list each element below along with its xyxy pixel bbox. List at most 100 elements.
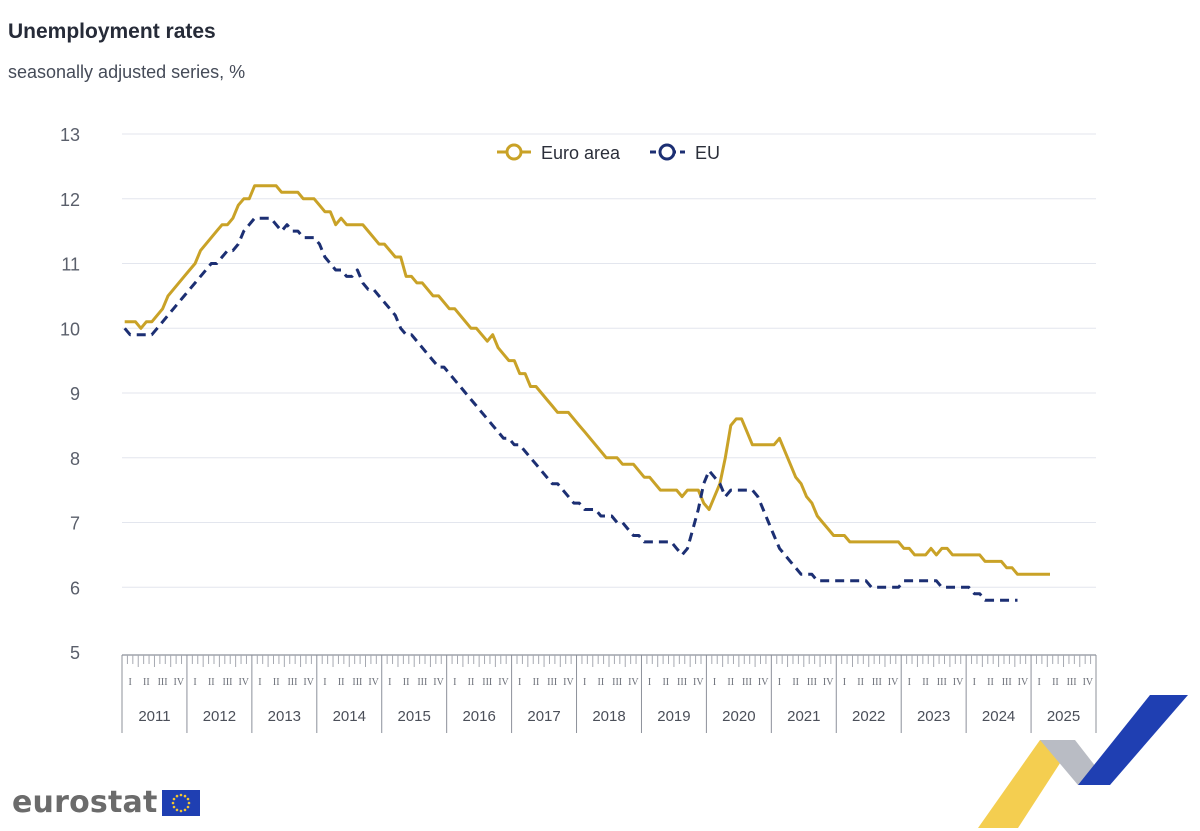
y-tick-label: 11: [61, 255, 80, 275]
x-year-label: 2019: [657, 708, 690, 725]
x-quarter-label: II: [987, 677, 994, 688]
x-quarter-label: IV: [498, 677, 509, 688]
x-quarter-label: II: [1052, 677, 1059, 688]
x-year-label: 2014: [333, 708, 366, 725]
chart-subtitle: seasonally adjusted series, %: [8, 62, 246, 82]
y-tick-label: 6: [70, 578, 80, 598]
x-quarter-label: IV: [888, 677, 899, 688]
x-quarter-label: IV: [1018, 677, 1029, 688]
x-quarter-label: I: [128, 677, 131, 688]
series-line-eu[interactable]: [123, 216, 1018, 602]
x-year-label: 2024: [982, 708, 1015, 725]
x-quarter-label: IV: [823, 677, 834, 688]
x-year-label: 2020: [722, 708, 755, 725]
x-quarter-label: III: [742, 677, 752, 688]
x-year-label: 2023: [917, 708, 950, 725]
x-quarter-label: III: [807, 677, 817, 688]
y-axis-ticks: 5 6 7 8 9 10 11 12 13: [60, 125, 80, 663]
x-year-label: 2011: [138, 708, 170, 725]
x-year-label: 2021: [787, 708, 820, 725]
x-quarter-label: IV: [174, 677, 185, 688]
x-quarter-label: IV: [953, 677, 964, 688]
y-tick-label: 9: [70, 384, 80, 404]
y-tick-label: 10: [60, 319, 80, 339]
x-quarter-label: III: [417, 677, 427, 688]
x-quarter-label: I: [648, 677, 651, 688]
x-quarter-label: II: [598, 677, 605, 688]
x-quarter-label: III: [547, 677, 557, 688]
x-quarter-label: II: [143, 677, 150, 688]
x-year-label: 2016: [462, 708, 495, 725]
x-quarter-label: IV: [693, 677, 704, 688]
x-quarter-label: II: [662, 677, 669, 688]
legend-marker-eu: [658, 143, 676, 161]
x-quarter-label: II: [533, 677, 540, 688]
x-quarter-label: III: [158, 677, 168, 688]
x-quarter-label: II: [273, 677, 280, 688]
x-quarter-label: IV: [628, 677, 639, 688]
x-quarter-label: III: [352, 677, 362, 688]
legend-item-euro-area[interactable]: Euro area: [497, 143, 621, 163]
x-quarter-label: IV: [368, 677, 379, 688]
x-year-label: 2025: [1047, 708, 1080, 725]
legend-label-eu: EU: [695, 143, 720, 163]
x-quarter-label: I: [518, 677, 521, 688]
x-year-label: 2015: [398, 708, 431, 725]
y-tick-label: 12: [60, 190, 80, 210]
x-quarter-label: II: [403, 677, 410, 688]
x-quarter-label: III: [1002, 677, 1012, 688]
x-quarter-label: IV: [758, 677, 769, 688]
x-quarter-label: III: [937, 677, 947, 688]
x-quarter-label: I: [258, 677, 261, 688]
legend: Euro area EU: [497, 143, 720, 163]
x-quarter-label: II: [857, 677, 864, 688]
x-quarter-label: III: [872, 677, 882, 688]
x-quarter-label: II: [468, 677, 475, 688]
x-quarter-label: II: [922, 677, 929, 688]
x-year-label: 2013: [268, 708, 301, 725]
x-quarter-label: II: [792, 677, 799, 688]
x-quarter-label: IV: [433, 677, 444, 688]
x-quarter-label: III: [482, 677, 492, 688]
x-quarter-label: I: [778, 677, 781, 688]
series-line-euro-area[interactable]: [124, 184, 1050, 576]
x-quarter-label: I: [388, 677, 391, 688]
x-quarter-label: I: [973, 677, 976, 688]
y-tick-label: 13: [60, 125, 80, 145]
eurostat-wordmark: eurostat: [12, 785, 158, 820]
x-quarter-label: I: [908, 677, 911, 688]
y-tick-label: 7: [70, 514, 80, 534]
x-year-label: 2012: [203, 708, 236, 725]
x-quarter-label: IV: [238, 677, 249, 688]
chart-title: Unemployment rates: [8, 20, 216, 43]
x-year-label: 2017: [527, 708, 560, 725]
y-tick-label: 8: [70, 449, 80, 469]
x-quarter-label: III: [287, 677, 297, 688]
x-quarter-label: II: [727, 677, 734, 688]
eu-flag-icon: [161, 789, 200, 816]
x-quarter-label: III: [223, 677, 233, 688]
x-quarter-label: I: [453, 677, 456, 688]
x-year-label: 2022: [852, 708, 885, 725]
x-quarter-label: I: [323, 677, 326, 688]
x-quarter-label: II: [208, 677, 215, 688]
x-quarter-label: IV: [303, 677, 314, 688]
legend-label-euro-area: Euro area: [541, 143, 621, 163]
x-quarter-label: II: [338, 677, 345, 688]
legend-marker-euro-area: [505, 143, 523, 161]
x-quarter-label: I: [713, 677, 716, 688]
x-quarter-label: III: [1067, 677, 1077, 688]
eurostat-logo: eurostat: [12, 785, 200, 820]
x-quarter-label: I: [1038, 677, 1041, 688]
x-quarter-label: III: [612, 677, 622, 688]
series-lines: [123, 184, 1050, 602]
x-quarter-label: I: [583, 677, 586, 688]
y-tick-label: 5: [70, 643, 80, 663]
legend-item-eu[interactable]: EU: [650, 143, 720, 163]
gridlines: [122, 133, 1096, 588]
x-quarter-label: I: [193, 677, 196, 688]
x-quarter-label: I: [843, 677, 846, 688]
